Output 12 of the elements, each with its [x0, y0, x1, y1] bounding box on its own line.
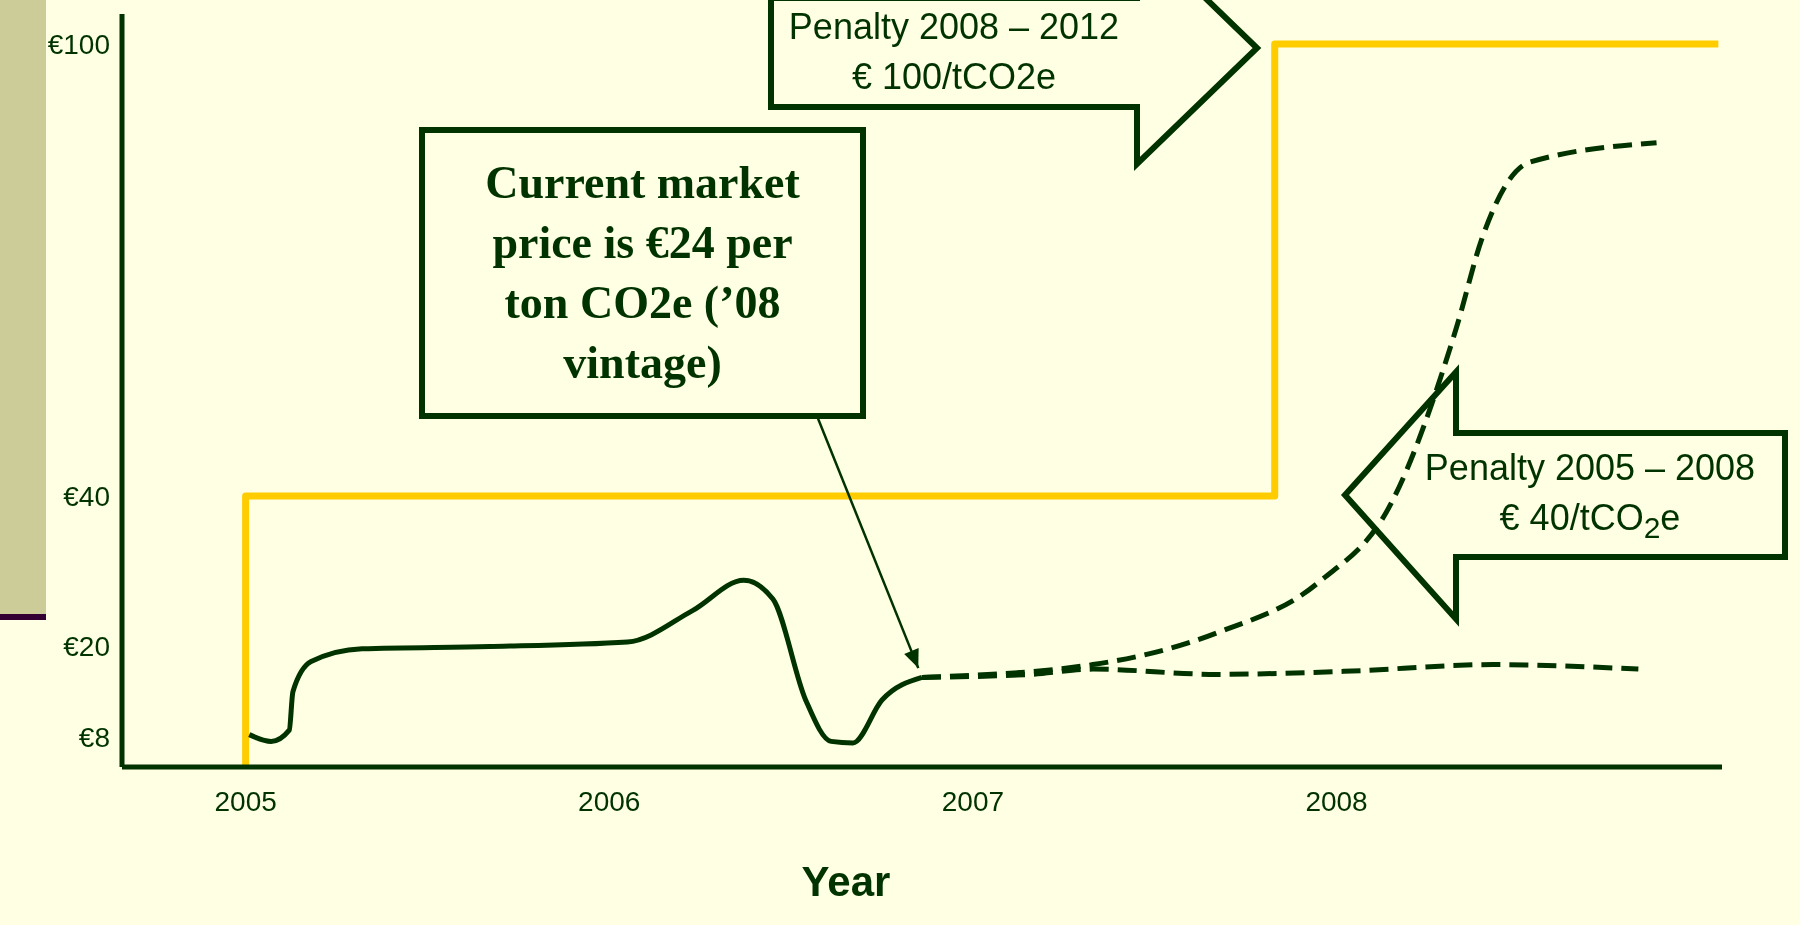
x-axis-title: Year	[800, 858, 892, 906]
annotation: Penalty 2005 – 2008 € 40/tCO$_{2}$e	[1424, 445, 1756, 547]
x-tick-label: 2007	[941, 785, 1005, 817]
y-tick-label: €20	[63, 631, 110, 663]
x-tick-label: 2006	[578, 785, 641, 817]
annotation: Current market price is €24 per ton CO2e (’08 vintage)	[484, 156, 801, 390]
y-tick-label: €8	[78, 721, 110, 753]
annotation: Penalty 2008 – 2012 € 100/tCO2e	[788, 4, 1120, 99]
x-tick-label: 2008	[1305, 785, 1368, 817]
y-tick-label: €40	[63, 480, 110, 512]
y-tick-label: €100	[47, 29, 110, 61]
x-tick-label: 2005	[214, 785, 277, 817]
